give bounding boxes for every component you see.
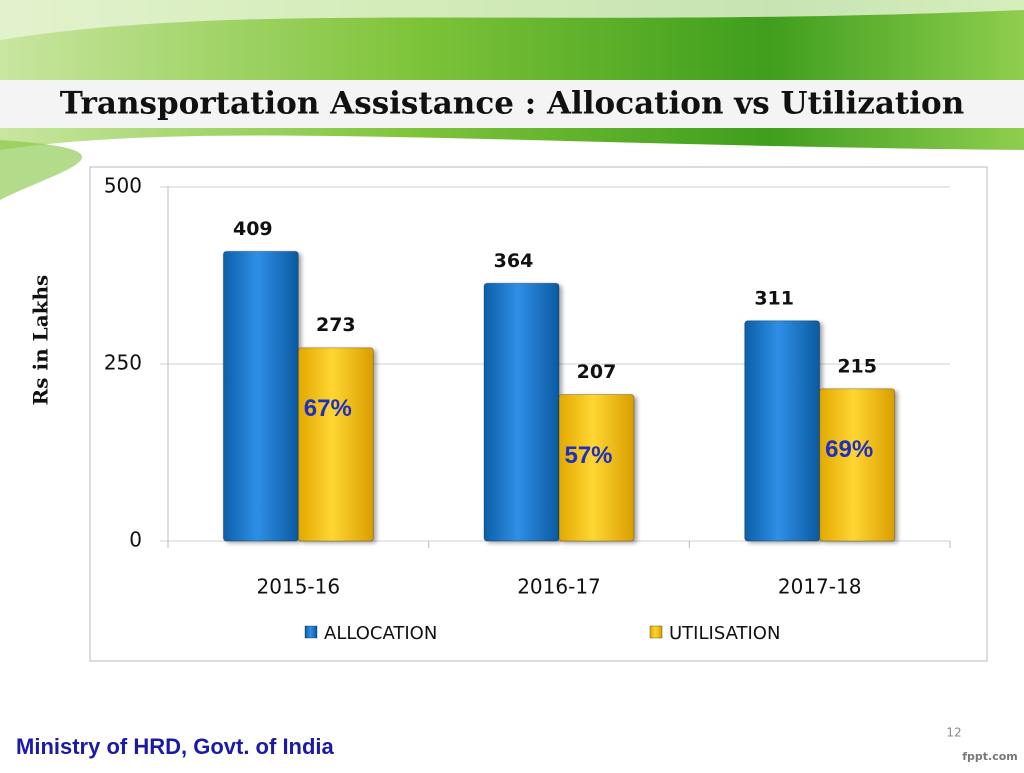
value-label: 409 bbox=[233, 218, 273, 240]
legend-label: ALLOCATION bbox=[324, 623, 437, 644]
x-tick-label: 2017-18 bbox=[778, 575, 862, 599]
x-tick-label: 2016-17 bbox=[517, 575, 601, 599]
percent-annotation: 57% bbox=[564, 442, 612, 469]
swoosh bbox=[0, 140, 83, 200]
legend-swatch bbox=[304, 625, 318, 639]
y-tick-label: 0 bbox=[129, 528, 142, 552]
bar bbox=[222, 250, 299, 542]
y-axis-label: Rs in Lakhs bbox=[29, 275, 53, 406]
slide-title: Transportation Assistance : Allocation v… bbox=[60, 86, 964, 122]
page-number: 12 bbox=[946, 726, 961, 740]
value-label: 207 bbox=[577, 361, 617, 383]
legend-swatch bbox=[649, 625, 663, 639]
percent-annotation: 67% bbox=[304, 395, 352, 422]
x-tick-label: 2015-16 bbox=[257, 575, 341, 599]
brand: fppt.com bbox=[962, 750, 1018, 763]
swoosh bbox=[0, 0, 1024, 40]
title-bar bbox=[0, 80, 1024, 128]
value-label: 273 bbox=[316, 314, 356, 336]
percent-annotation: 69% bbox=[825, 436, 873, 463]
value-label: 215 bbox=[837, 355, 877, 377]
bar bbox=[483, 282, 560, 542]
bar bbox=[744, 320, 821, 542]
bar bbox=[558, 393, 635, 542]
bar bbox=[297, 347, 374, 542]
value-label: 364 bbox=[494, 250, 534, 272]
value-label: 311 bbox=[754, 287, 794, 309]
bar bbox=[819, 388, 896, 542]
y-tick-label: 500 bbox=[104, 174, 142, 198]
y-tick-label: 250 bbox=[104, 351, 142, 375]
legend-label: UTILISATION bbox=[669, 623, 780, 644]
footer-org: Ministry of HRD, Govt. of India bbox=[16, 734, 335, 759]
